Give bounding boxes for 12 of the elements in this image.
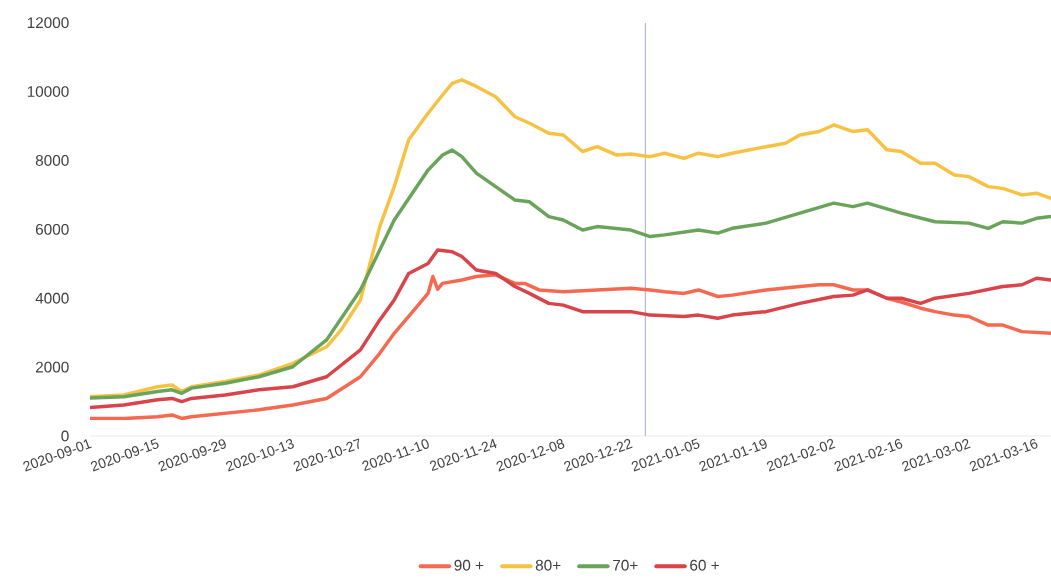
y-tick-label: 10000 <box>27 86 69 97</box>
legend-label: 60 + <box>690 559 719 571</box>
line-series <box>90 78 1051 399</box>
legend-label: 90 + <box>454 559 484 571</box>
legend-label: 70+ <box>613 559 638 571</box>
y-tick-label: 6000 <box>35 223 69 235</box>
y-tick-label: 2000 <box>35 361 69 373</box>
y-tick-label: 8000 <box>35 155 69 166</box>
legend-label: 80+ <box>535 559 561 571</box>
line-series <box>90 148 1051 400</box>
y-tick-label: 12000 <box>27 17 69 29</box>
y-tick-label: 4000 <box>35 292 69 304</box>
